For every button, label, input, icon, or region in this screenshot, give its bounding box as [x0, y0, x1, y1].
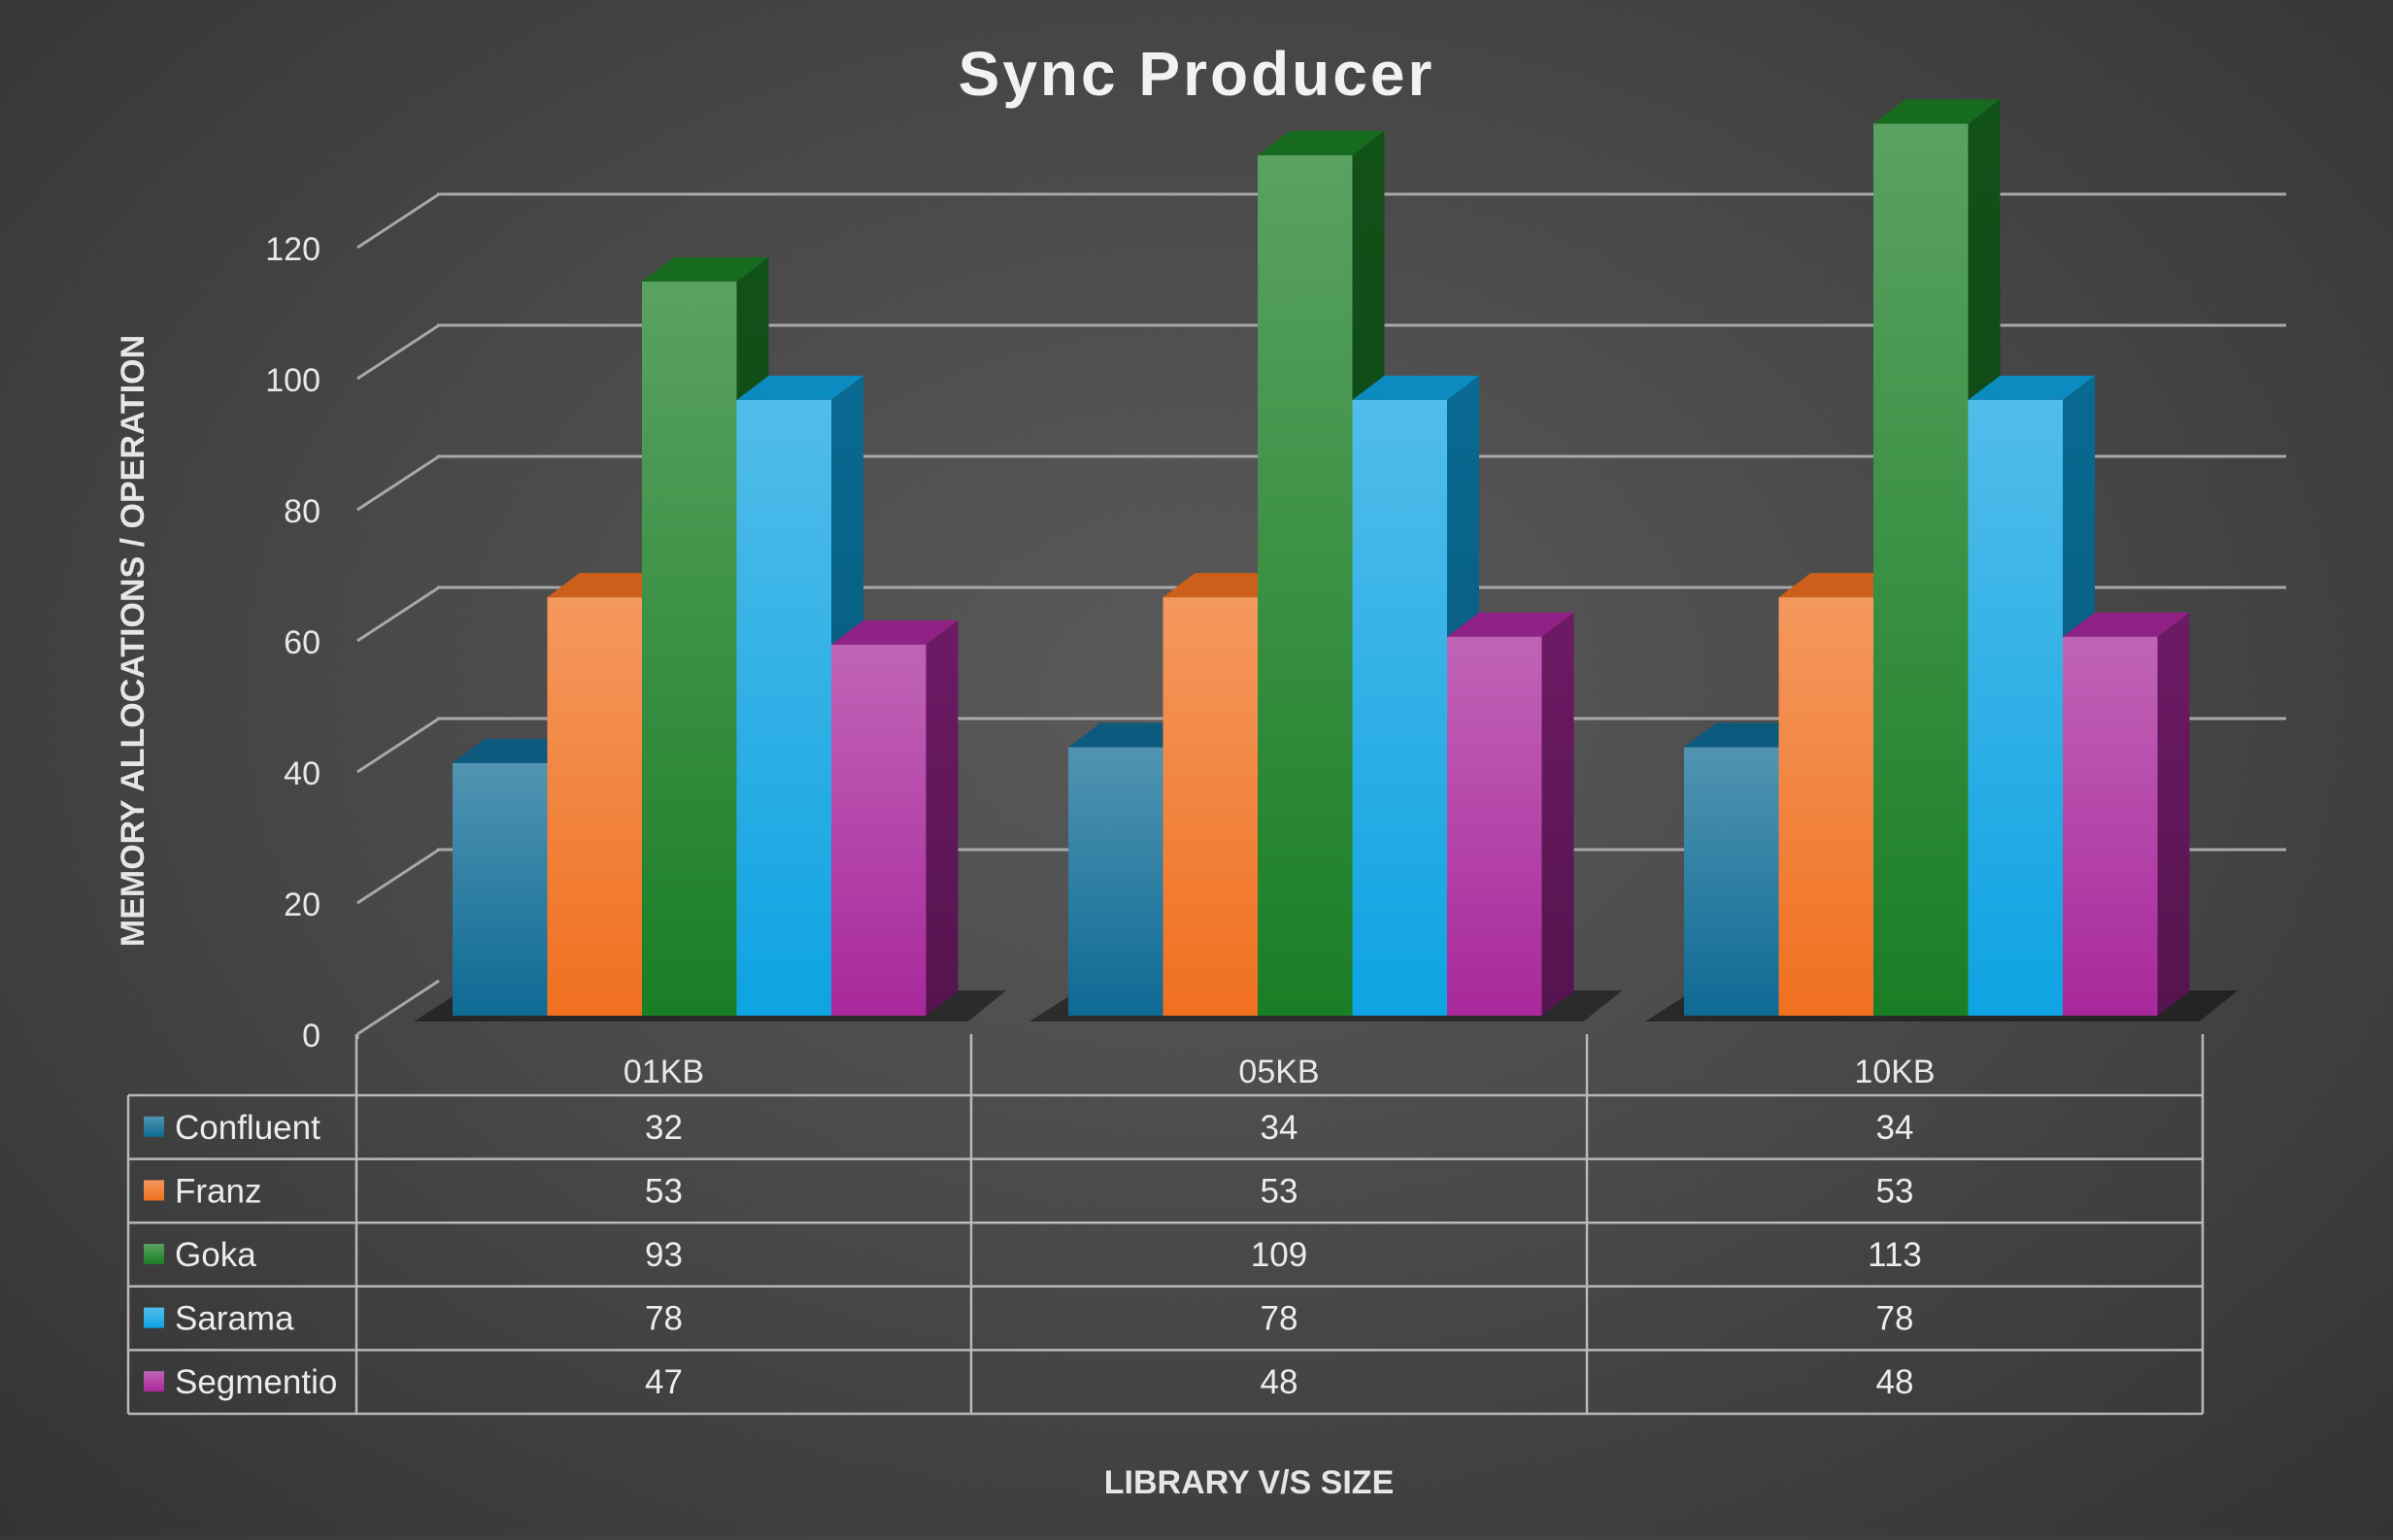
data-label-franz-05kb: 53: [1261, 1172, 1298, 1210]
legend-key-sarama: [144, 1307, 164, 1328]
y-tick-label: 0: [302, 1018, 320, 1055]
legend-label-sarama: Sarama: [175, 1300, 294, 1338]
legend-label-franz: Franz: [175, 1172, 261, 1210]
gridline-diag-0: [356, 979, 440, 1036]
data-label-confluent-01kb: 32: [645, 1109, 683, 1147]
bar-franz-05kb-front: [1163, 597, 1258, 1016]
gridline-diag-80: [356, 454, 440, 512]
bar-segmentio-10kb-top: [2063, 612, 2190, 637]
data-label-confluent-05kb: 34: [1261, 1109, 1298, 1147]
gridline-diag-120: [356, 192, 440, 250]
y-tick-label: 80: [284, 493, 320, 530]
bar-franz-10kb-front: [1778, 597, 1873, 1016]
data-label-segmentio-01kb: 47: [645, 1363, 683, 1401]
x-tick-label-01kb: 01KB: [624, 1054, 704, 1090]
bar-segmentio-01kb-top: [831, 619, 959, 645]
gridline-diag-100: [356, 323, 440, 381]
x-axis-label: LIBRARY V/S SIZE: [1104, 1464, 1395, 1501]
y-tick-label: 20: [284, 887, 320, 923]
data-table: 01KB 05KB 10KB Confluent 32 34 34 Franz 53 53 53 Go…: [126, 1034, 2205, 1416]
y-axis: 0 20 40 60 80 100 120: [265, 231, 320, 1055]
bar-segmentio-05kb-front: [1447, 636, 1542, 1016]
data-label-franz-01kb: 53: [645, 1172, 683, 1210]
bar-goka-10kb-top: [1873, 99, 2001, 124]
bar-sarama-05kb-front: [1352, 399, 1447, 1016]
data-label-goka-01kb: 93: [645, 1236, 683, 1274]
bar-segmentio-01kb: [831, 619, 959, 1016]
data-label-franz-10kb: 53: [1876, 1172, 1914, 1210]
bar-sarama-10kb-top: [1968, 375, 2095, 400]
y-tick-label: 40: [284, 755, 320, 792]
bar-confluent-10kb-front: [1684, 747, 1779, 1016]
bar-goka-05kb-front: [1258, 154, 1353, 1016]
bar-segmentio-01kb-side: [926, 619, 959, 1016]
legend-label-goka: Goka: [175, 1236, 256, 1274]
y-axis-label: MEMORY ALLOCATIONS / OPERATION: [115, 335, 152, 947]
bars: [414, 99, 2239, 1021]
legend-label-segmentio: Segmentio: [175, 1363, 337, 1401]
bar-segmentio-05kb-top: [1447, 612, 1574, 637]
chart-title: Sync Producer: [959, 39, 1435, 109]
legend-key-goka: [144, 1244, 164, 1264]
legend-key-confluent: [144, 1116, 164, 1137]
data-label-segmentio-10kb: 48: [1876, 1363, 1914, 1401]
legend-key-segmentio: [144, 1371, 164, 1392]
bar-segmentio-05kb-side: [1541, 612, 1574, 1016]
data-label-goka-05kb: 109: [1251, 1236, 1307, 1274]
bar-goka-10kb-front: [1873, 123, 1969, 1016]
legend-key-franz: [144, 1180, 164, 1201]
bar-goka-01kb-top: [642, 257, 769, 282]
gridline-diag-60: [356, 586, 440, 643]
data-label-confluent-10kb: 34: [1876, 1109, 1914, 1147]
bar-segmentio-10kb-front: [2063, 636, 2158, 1016]
bar-segmentio-05kb: [1447, 612, 1574, 1016]
x-tick-label-10kb: 10KB: [1854, 1054, 1935, 1090]
gridline-diag-20: [356, 848, 440, 905]
bar-segmentio-10kb-side: [2157, 612, 2190, 1016]
bar-segmentio-01kb-front: [831, 644, 927, 1016]
bar-goka-05kb-top: [1258, 130, 1385, 155]
bar-sarama-05kb-top: [1352, 375, 1479, 400]
y-tick-label: 120: [265, 231, 320, 268]
bar-sarama-10kb-front: [1968, 399, 2063, 1016]
data-label-sarama-01kb: 78: [645, 1300, 683, 1338]
data-label-sarama-10kb: 78: [1876, 1300, 1914, 1338]
bar-segmentio-10kb: [2063, 612, 2190, 1016]
bar-sarama-01kb-front: [736, 399, 831, 1016]
data-label-segmentio-05kb: 48: [1261, 1363, 1298, 1401]
bar-sarama-01kb-top: [736, 375, 863, 400]
y-tick-label: 100: [265, 362, 320, 399]
bar-confluent-01kb-front: [453, 762, 548, 1016]
bar-franz-01kb-front: [547, 597, 642, 1016]
data-label-goka-10kb: 113: [1868, 1236, 1922, 1274]
gridline-diag-40: [356, 717, 440, 774]
bar-goka-01kb-front: [642, 282, 737, 1016]
x-tick-label-05kb: 05KB: [1238, 1054, 1319, 1090]
y-tick-label: 60: [284, 624, 320, 661]
legend-label-confluent: Confluent: [175, 1109, 320, 1147]
bar-confluent-05kb-front: [1068, 747, 1163, 1016]
data-label-sarama-05kb: 78: [1261, 1300, 1298, 1338]
